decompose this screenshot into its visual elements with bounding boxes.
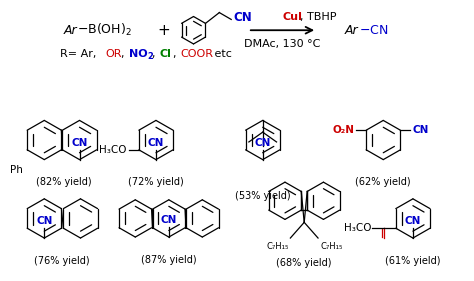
- Text: H₃CO: H₃CO: [100, 145, 127, 155]
- Text: COOR: COOR: [181, 49, 214, 59]
- Text: CN: CN: [405, 216, 421, 226]
- Text: (72% yield): (72% yield): [128, 177, 184, 187]
- Text: Ar: Ar: [63, 24, 77, 37]
- Text: O₂N: O₂N: [332, 125, 354, 135]
- Text: H₃CO: H₃CO: [344, 223, 371, 233]
- Text: CN: CN: [412, 125, 428, 135]
- Text: NO: NO: [129, 49, 148, 59]
- Text: CN: CN: [36, 216, 53, 226]
- Text: CN: CN: [161, 215, 177, 225]
- Text: CN: CN: [233, 11, 252, 24]
- Text: ,: ,: [152, 49, 159, 59]
- Text: C₇H₁₅: C₇H₁₅: [266, 242, 288, 251]
- Text: Cl: Cl: [160, 49, 172, 59]
- Text: (53% yield): (53% yield): [235, 191, 291, 201]
- Text: (61% yield): (61% yield): [385, 256, 441, 266]
- Text: ,: ,: [121, 49, 128, 59]
- Text: , TBHP: , TBHP: [300, 12, 337, 22]
- Text: Ar: Ar: [345, 24, 358, 37]
- Text: ,: ,: [173, 49, 180, 59]
- Text: +: +: [157, 23, 170, 38]
- Text: 2: 2: [147, 52, 153, 61]
- Text: Ph: Ph: [9, 166, 23, 176]
- Text: C₇H₁₅: C₇H₁₅: [320, 242, 342, 251]
- Text: OR: OR: [106, 49, 122, 59]
- Text: $-$CN: $-$CN: [358, 24, 388, 37]
- Text: CuI: CuI: [283, 12, 302, 22]
- Text: R= Ar,: R= Ar,: [60, 49, 100, 59]
- Text: $-$B(OH)$_2$: $-$B(OH)$_2$: [77, 22, 132, 38]
- Text: CN: CN: [71, 138, 88, 148]
- Text: (76% yield): (76% yield): [34, 256, 90, 266]
- Text: DMAc, 130 °C: DMAc, 130 °C: [244, 39, 320, 49]
- Text: CN: CN: [148, 138, 164, 148]
- Text: (62% yield): (62% yield): [356, 177, 411, 187]
- Text: etc: etc: [211, 49, 232, 59]
- Text: (87% yield): (87% yield): [141, 255, 197, 265]
- Text: CN: CN: [255, 138, 271, 148]
- Text: (68% yield): (68% yield): [276, 258, 332, 268]
- Text: (82% yield): (82% yield): [36, 177, 92, 187]
